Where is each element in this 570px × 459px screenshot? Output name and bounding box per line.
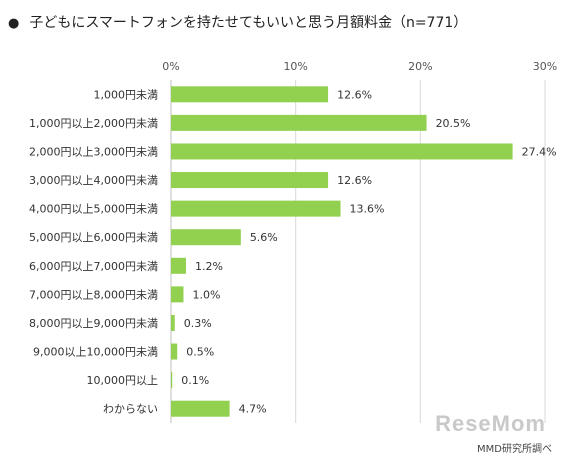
category-label: 3,000円以上4,000円未満 — [29, 174, 158, 187]
value-label: 0.5% — [186, 346, 214, 359]
source-note: MMD研究所調べ — [477, 444, 552, 455]
value-label: 12.6% — [337, 88, 372, 101]
value-label: 1.2% — [195, 260, 223, 273]
x-axis-ticks: 0% 10% 20% 30% — [162, 60, 557, 73]
bar — [171, 257, 186, 274]
watermark-logo: ReseMom — [435, 411, 546, 436]
chart-title: ● 子どもにスマートフォンを持たせてもいいと思う月額料金（n=771） — [8, 12, 467, 32]
value-label: 12.6% — [337, 174, 372, 187]
title-text: 子どもにスマートフォンを持たせてもいいと思う月額料金（n=771） — [29, 15, 468, 31]
bar — [171, 343, 178, 360]
category-label: 4,000円以上5,000円未満 — [29, 203, 158, 216]
bar — [171, 229, 241, 246]
grid-lines — [170, 80, 546, 423]
category-labels: 1,000円未満 1,000円以上2,000円未満 2,000円以上3,000円未満… — [29, 88, 158, 415]
value-label: 20.5% — [436, 117, 471, 130]
category-label: 10,000円以上 — [87, 374, 159, 387]
bar — [171, 114, 427, 131]
bar — [171, 143, 513, 160]
x-tick-label: 10% — [283, 60, 307, 73]
bar — [171, 286, 184, 303]
category-label: 1,000円以上2,000円未満 — [29, 117, 158, 130]
x-tick-label: 0% — [162, 60, 179, 73]
value-label: 13.6% — [350, 203, 385, 216]
category-label: 9,000以上10,000円未満 — [33, 346, 158, 359]
bar — [171, 86, 329, 103]
value-label: 1.0% — [192, 288, 220, 301]
category-label: わからない — [103, 403, 158, 416]
title-bullet: ● — [8, 16, 20, 31]
value-label: 0.1% — [181, 374, 209, 387]
x-tick-label: 20% — [408, 60, 432, 73]
category-label: 7,000円以上8,000円未満 — [29, 288, 158, 301]
category-label: 5,000円以上6,000円未満 — [29, 231, 158, 244]
value-label: 0.3% — [184, 317, 212, 330]
category-label: 6,000円以上7,000円未満 — [29, 260, 158, 273]
bar — [171, 314, 175, 331]
bar — [171, 372, 173, 389]
category-label: 2,000円以上3,000円未満 — [29, 145, 158, 158]
bars — [171, 86, 513, 417]
value-labels: 12.6% 20.5% 27.4% 12.6% 13.6% 5.6% 1.2% 1.0% 0.3… — [181, 88, 556, 415]
bar — [171, 200, 341, 217]
value-label: 27.4% — [522, 145, 557, 158]
value-label: 4.7% — [239, 403, 267, 416]
bar — [171, 400, 230, 417]
value-label: 5.6% — [250, 231, 278, 244]
category-label: 8,000円以上9,000円未満 — [29, 317, 158, 330]
category-label: 1,000円未満 — [94, 88, 159, 101]
x-tick-label: 30% — [533, 60, 557, 73]
bar — [171, 172, 329, 189]
